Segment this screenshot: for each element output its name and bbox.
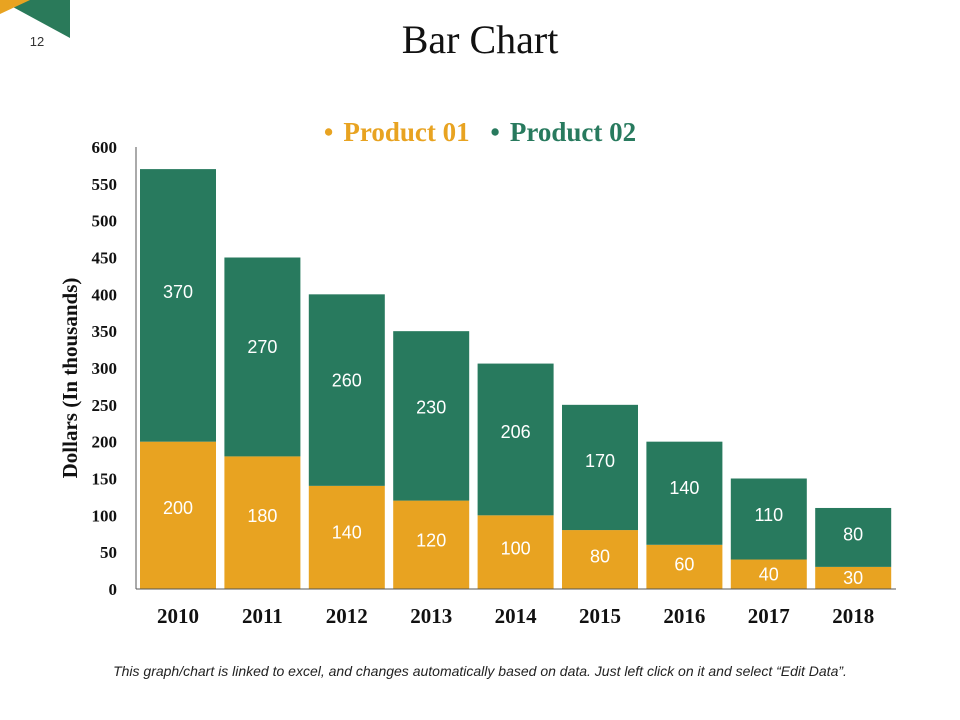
y-tick-label: 150	[92, 470, 118, 489]
data-label: 100	[501, 538, 531, 558]
y-tick-label: 300	[92, 359, 118, 378]
page-number: 12	[29, 34, 45, 49]
data-label: 140	[332, 522, 362, 542]
data-label: 80	[843, 524, 863, 544]
y-tick-label: 0	[109, 580, 118, 599]
x-tick-label: 2015	[579, 604, 621, 628]
legend-item-product-02: • Product 02	[490, 117, 636, 148]
bar-product-02-2016	[646, 441, 723, 545]
bar-product-02-2011	[224, 257, 301, 457]
x-tick-label: 2011	[242, 604, 283, 628]
corner-light-triangle	[0, 0, 30, 14]
bar-product-02-2013	[393, 331, 470, 501]
data-label: 170	[585, 451, 615, 471]
data-label: 260	[332, 371, 362, 391]
data-label: 270	[247, 337, 277, 357]
y-tick-label: 500	[92, 212, 118, 231]
y-tick-label: 50	[100, 543, 117, 562]
bar-product-02-2010	[140, 169, 216, 442]
x-tick-label: 2014	[495, 604, 538, 628]
data-label: 230	[416, 397, 446, 417]
legend: • Product 01 • Product 02	[0, 117, 960, 148]
data-label: 180	[247, 506, 277, 526]
data-label: 40	[759, 564, 779, 584]
bar-product-01-2016	[646, 544, 723, 589]
data-label: 370	[163, 282, 193, 302]
bar-product-01-2018	[815, 566, 892, 589]
bar-product-02-2017	[730, 478, 807, 560]
x-tick-label: 2016	[663, 604, 705, 628]
y-axis-title: Dollars (In thousands)	[58, 278, 82, 479]
legend-item-product-01: • Product 01	[324, 117, 470, 148]
data-label: 30	[843, 568, 863, 588]
bar-product-01-2010	[140, 441, 216, 589]
y-tick-label: 250	[92, 396, 118, 415]
y-tick-label: 350	[92, 322, 118, 341]
x-tick-label: 2013	[410, 604, 452, 628]
y-tick-label: 100	[92, 506, 118, 525]
y-tick-label: 400	[92, 285, 118, 304]
bar-product-02-2012	[308, 294, 385, 486]
legend-label: Product 02	[509, 117, 637, 147]
y-tick-label: 450	[92, 249, 118, 268]
page-title: Bar Chart	[401, 17, 559, 62]
bar-product-02-2015	[562, 404, 638, 531]
bar-product-01-2014	[477, 515, 554, 589]
x-tick-label: 2010	[157, 604, 199, 628]
legend-bullet-icon: •	[490, 117, 500, 147]
x-tick-label: 2017	[748, 604, 790, 628]
data-label: 60	[674, 555, 694, 575]
bar-product-02-2014	[477, 363, 554, 516]
corner-dark-triangle	[0, 0, 70, 38]
data-label: 110	[754, 505, 783, 525]
y-tick-label: 600	[92, 138, 118, 157]
x-tick-label: 2018	[832, 604, 874, 628]
legend-label: Product 01	[343, 117, 470, 147]
data-label: 200	[163, 498, 193, 518]
bar-product-01-2015	[562, 530, 638, 589]
footer-note: This graph/chart is linked to excel, and…	[113, 663, 847, 679]
y-tick-label: 200	[92, 433, 118, 452]
x-tick-label: 2012	[326, 604, 368, 628]
bar-product-01-2017	[730, 559, 807, 589]
data-label: 206	[501, 422, 531, 442]
legend-bullet-icon: •	[323, 117, 334, 147]
bar-product-01-2013	[393, 500, 470, 589]
y-tick-label: 550	[92, 175, 118, 194]
bar-product-01-2011	[224, 456, 301, 589]
data-label: 140	[669, 478, 699, 498]
data-label: 80	[590, 547, 610, 567]
data-label: 120	[416, 530, 446, 550]
bar-product-02-2018	[815, 507, 892, 567]
bar-product-01-2012	[308, 485, 385, 589]
corner-decoration	[0, 0, 70, 38]
